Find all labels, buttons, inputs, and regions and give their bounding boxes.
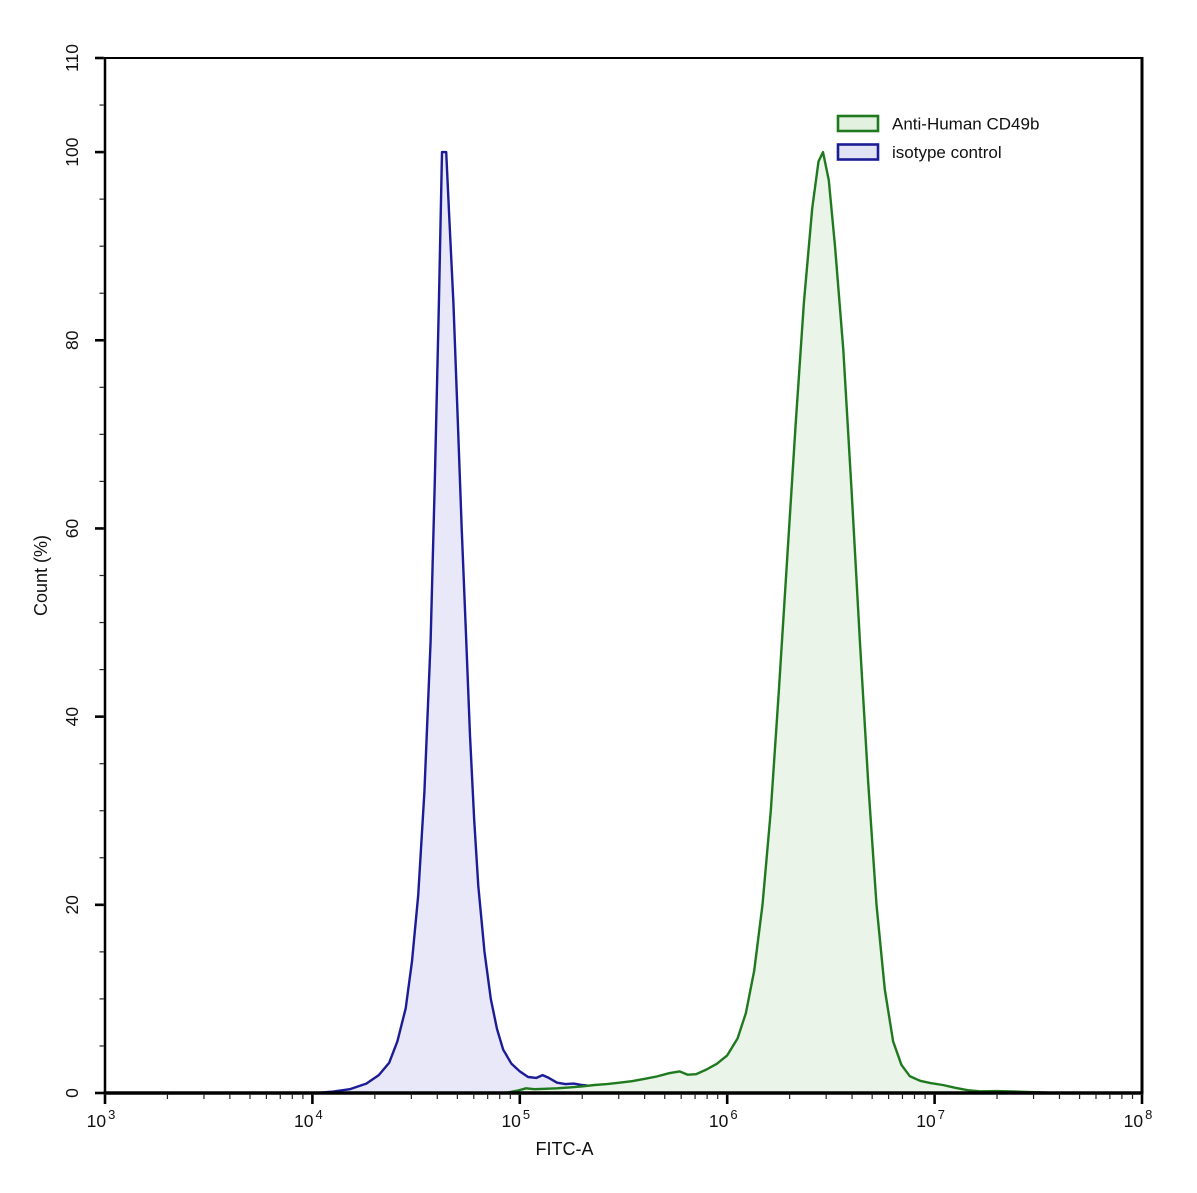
y-axis-tick-label: 40 — [62, 707, 82, 727]
y-axis-tick-label: 0 — [62, 1088, 82, 1098]
y-axis-tick-label: 100 — [62, 137, 82, 166]
legend-swatch-isotype-control — [836, 143, 880, 161]
x-axis-tick-label: 10 4 — [294, 1107, 323, 1131]
x-axis-title: FITC-A — [536, 1139, 594, 1159]
legend-swatch-anti-human-cd49b — [836, 114, 880, 133]
y-axis-tick-label: 20 — [62, 895, 82, 915]
y-axis-title: Count (%) — [31, 535, 51, 616]
x-axis-tick-label: 10 7 — [916, 1107, 945, 1131]
y-axis-tick-label: 110 — [62, 44, 82, 72]
y-axis-tick-label: 80 — [62, 330, 82, 350]
legend-label-anti-human-cd49b: Anti-Human CD49b — [892, 115, 1039, 134]
y-axis-tick-label: 60 — [62, 518, 82, 538]
legend-label-isotype-control: isotype control — [892, 143, 1002, 162]
x-axis-tick-label: 10 6 — [709, 1107, 738, 1131]
x-axis-tick-label: 10 3 — [87, 1107, 116, 1131]
series-area-anti-human-cd49b — [504, 150, 1061, 1095]
series-area-isotype-control — [315, 150, 708, 1095]
x-axis-tick-label: 10 5 — [501, 1107, 530, 1131]
x-axis-tick-label: 10 8 — [1124, 1107, 1153, 1131]
